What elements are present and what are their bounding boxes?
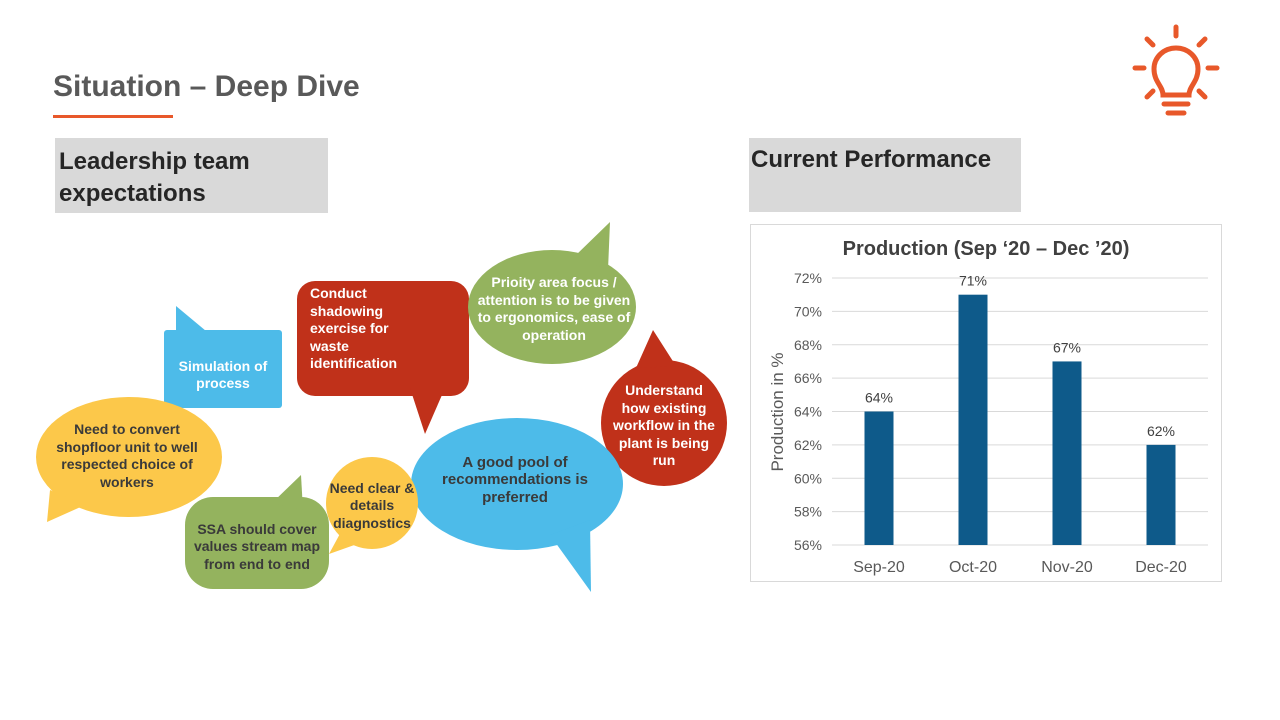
data-label: 62% [1147, 423, 1175, 439]
y-tick-label: 62% [794, 437, 822, 453]
bubble-simulation [164, 306, 282, 408]
bar [1052, 361, 1082, 545]
bubble-pool-text: A good pool of recommendations is prefer… [442, 453, 588, 506]
bar [958, 294, 988, 545]
y-tick-label: 58% [794, 504, 822, 520]
bar [864, 411, 894, 545]
bubble-diagnostics [326, 457, 418, 554]
bar [1146, 444, 1176, 545]
chart-title: Production (Sep ‘20 – Dec ’20) [843, 238, 1130, 260]
data-label: 71% [959, 273, 987, 289]
y-tick-label: 66% [794, 370, 822, 386]
slide-title: Situation – Deep Dive [53, 70, 360, 103]
lightbulb-icon [1132, 24, 1220, 116]
bubble-shadowing-text: Conduct shadowing exercise for waste ide… [310, 285, 398, 371]
production-bar-chart: Production (Sep ‘20 – Dec ’20) Productio… [768, 238, 1208, 576]
chart-y-axis-label: Production in % [768, 352, 787, 471]
title-underline [53, 115, 173, 118]
bubble-simulation-text: Simulation of process [178, 357, 268, 392]
bubble-priority [468, 222, 636, 364]
x-tick-label: Dec-20 [1135, 559, 1187, 576]
bubble-shadowing [297, 281, 469, 434]
bubble-convert [36, 397, 222, 522]
x-tick-label: Sep-20 [853, 559, 905, 576]
bubble-ssa [185, 475, 329, 589]
y-tick-label: 68% [794, 337, 822, 353]
data-label: 64% [865, 390, 893, 406]
bubble-pool [411, 418, 623, 592]
y-tick-label: 70% [794, 303, 822, 319]
bubble-workflow [601, 330, 727, 486]
y-tick-label: 60% [794, 470, 822, 486]
performance-heading: Current Performance [749, 138, 1021, 212]
bubble-convert-text: Need to convert shopfloor unit to well r… [56, 421, 198, 490]
y-tick-label: 64% [794, 404, 822, 420]
y-tick-label: 72% [794, 270, 822, 286]
y-tick-label: 56% [794, 537, 822, 553]
x-tick-label: Nov-20 [1041, 559, 1093, 576]
bubble-priority-text: Prioity area focus / attention is to be … [477, 274, 631, 343]
leadership-heading: Leadership team expectations [55, 138, 328, 213]
bubble-workflow-text: Understand how existing workflow in the … [613, 382, 715, 469]
data-label: 67% [1053, 339, 1081, 355]
x-tick-label: Oct-20 [949, 559, 997, 576]
bubble-ssa-text: SSA should cover values stream map from … [193, 520, 321, 572]
bubble-diagnostics-text: Need clear & details diagnostics [329, 479, 415, 531]
